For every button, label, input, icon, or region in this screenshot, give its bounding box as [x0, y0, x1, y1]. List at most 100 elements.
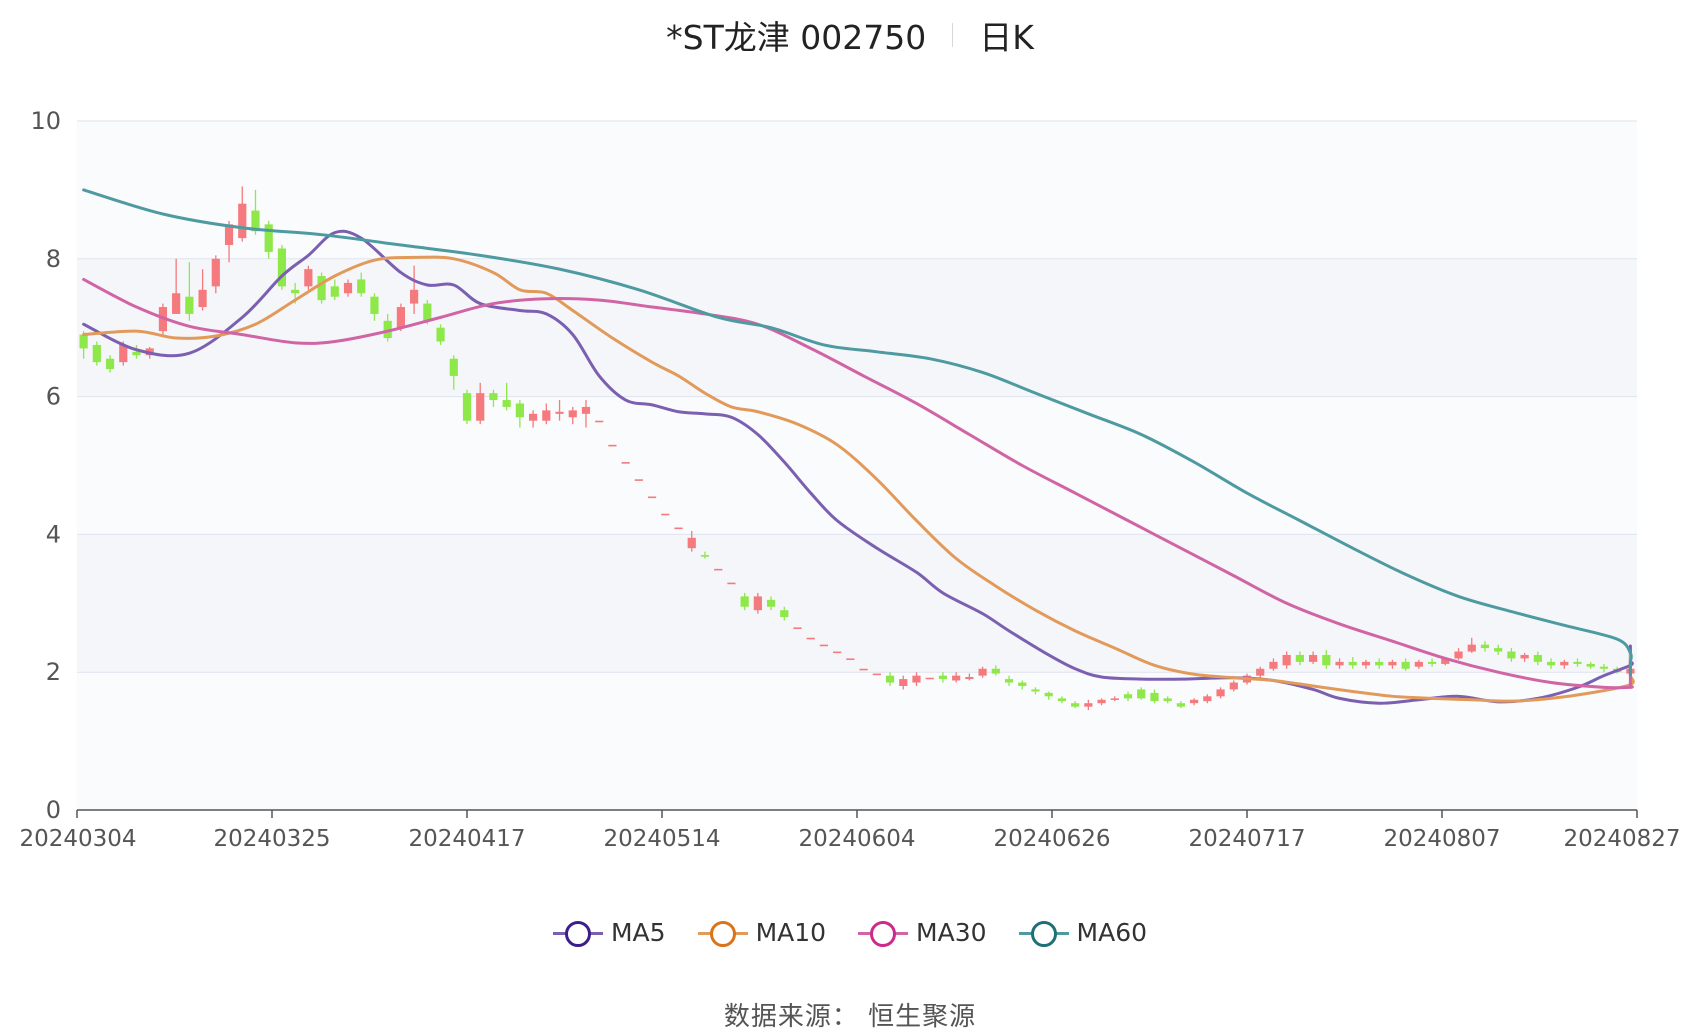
plot-band	[77, 534, 1637, 673]
candle-body	[700, 555, 710, 557]
candle-body	[1256, 668, 1265, 676]
legend-item-ma10[interactable]: MA10	[697, 918, 826, 947]
x-tick-label: 20240717	[1188, 826, 1305, 852]
y-tick-label: 6	[46, 383, 61, 411]
candle-body	[1533, 654, 1542, 662]
candle-body	[1454, 651, 1463, 659]
candle-body	[1560, 661, 1569, 666]
candle-body	[714, 568, 723, 571]
candle-body	[1335, 661, 1344, 666]
candle-body	[1163, 698, 1172, 702]
candle-body	[251, 210, 260, 232]
candle-body	[1494, 648, 1503, 652]
y-tick-label: 4	[46, 520, 61, 548]
candle-body	[291, 289, 300, 294]
candle-body	[859, 668, 868, 671]
candle-body	[1401, 661, 1410, 669]
candle-body	[449, 358, 458, 376]
candle-body	[542, 410, 551, 421]
candle-body	[198, 289, 207, 308]
legend: MA5 MA10 MA30 MA60	[0, 918, 1700, 947]
legend-marker-icon	[1018, 920, 1069, 947]
legend-label: MA30	[916, 918, 987, 947]
candle-body	[568, 410, 577, 418]
y-tick-label: 0	[46, 796, 61, 824]
candle-body	[1414, 661, 1423, 667]
candle-body	[238, 203, 247, 239]
legend-label: MA60	[1076, 918, 1148, 947]
candle-body	[846, 658, 855, 661]
candle-body	[172, 293, 181, 314]
candle-body	[608, 444, 617, 447]
plot-background	[77, 121, 1637, 810]
candle-body	[1295, 654, 1304, 662]
candle-body	[515, 403, 524, 418]
candle-body	[357, 279, 366, 294]
candle-body	[1176, 703, 1185, 707]
candle-body	[647, 496, 657, 499]
candle-body	[938, 675, 948, 680]
candle-body	[383, 320, 392, 339]
candle-body	[965, 677, 974, 680]
candle-body	[1546, 661, 1556, 666]
candle-body	[264, 224, 273, 252]
candle-body	[885, 675, 895, 683]
x-tick-label: 20240807	[1383, 826, 1500, 852]
candle-body	[1203, 696, 1212, 702]
candle-body	[1375, 661, 1384, 666]
ma-line-ma60	[82, 188, 1633, 677]
candle-body	[1388, 661, 1397, 666]
legend-item-ma60[interactable]: MA60	[1018, 918, 1148, 947]
x-tick-label: 20240626	[993, 826, 1110, 852]
data-source: 数据来源： 恒生聚源	[723, 1002, 977, 1032]
candle-body	[621, 462, 630, 464]
candle-body	[1441, 658, 1450, 664]
candle-body	[1467, 644, 1476, 652]
candle-body	[1282, 654, 1291, 666]
candle-body	[462, 393, 472, 421]
period-label: 日K	[979, 18, 1034, 57]
stock-name: *ST龙津 002750	[666, 18, 927, 57]
candle-body	[1309, 654, 1318, 662]
candle-body	[1097, 699, 1106, 704]
ma-lines-layer	[82, 188, 1635, 705]
candle-body	[476, 393, 485, 421]
candle-body	[304, 269, 313, 287]
candle-body	[727, 582, 736, 585]
legend-item-ma30[interactable]: MA30	[858, 918, 987, 947]
candle-body	[1361, 661, 1371, 666]
candle-body	[952, 675, 961, 681]
candle-body	[119, 344, 128, 363]
candle-body	[1599, 666, 1609, 669]
candle-body	[185, 296, 194, 314]
candle-body	[740, 596, 749, 607]
legend-item-ma5[interactable]: MA5	[552, 918, 666, 947]
candle-body	[132, 351, 141, 356]
candle-body	[1520, 654, 1529, 659]
candle-body	[343, 282, 353, 294]
candle-body	[806, 637, 815, 640]
candle-body	[1480, 644, 1490, 649]
plot-band	[77, 396, 1637, 535]
candle-body	[1137, 689, 1146, 699]
candle-body	[436, 327, 445, 342]
candle-body	[317, 276, 326, 301]
candle-body	[1044, 692, 1053, 697]
legend-marker-icon	[858, 920, 909, 947]
candle-body	[1427, 661, 1437, 664]
candle-body	[489, 393, 498, 401]
candle-body	[674, 527, 683, 530]
legend-label: MA5	[610, 918, 666, 947]
candle-body	[1216, 689, 1225, 697]
candle-body	[1586, 663, 1595, 667]
chart-title: *ST龙津 002750 日K	[0, 10, 1700, 60]
title-divider	[952, 23, 954, 47]
candle-body	[277, 248, 287, 287]
candle-body	[1322, 654, 1331, 666]
x-tick-label: 20240514	[603, 826, 720, 852]
candle-body	[555, 411, 564, 414]
candle-body	[1507, 651, 1516, 659]
candle-body	[529, 413, 538, 421]
y-axis: 0 2 4 6 8 10	[30, 107, 61, 824]
x-tick-label: 20240604	[798, 826, 915, 852]
